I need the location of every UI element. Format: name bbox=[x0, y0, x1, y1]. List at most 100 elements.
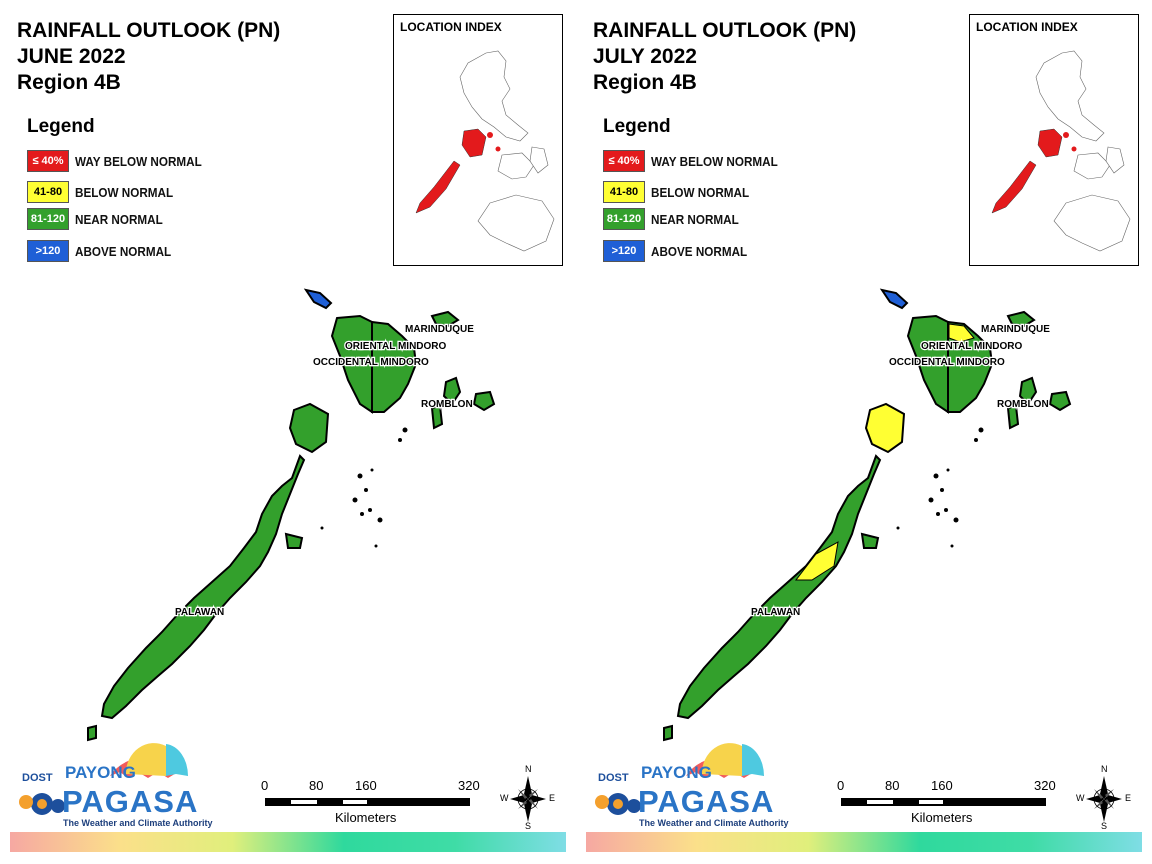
payong-pagasa-logo: DOST PAYONG PAGASA The Weather and Clima… bbox=[592, 740, 789, 832]
footer-gradient-bar bbox=[10, 832, 566, 852]
luzon-outline bbox=[459, 50, 529, 142]
dost-text: DOST bbox=[598, 772, 629, 784]
scale-tick-0: 0 bbox=[261, 778, 269, 793]
legend-label-below: BELOW NORMAL bbox=[75, 185, 174, 200]
palawan-highlight bbox=[415, 160, 461, 214]
romblon-island-2 bbox=[1048, 390, 1072, 412]
location-index-title: LOCATION INDEX bbox=[400, 20, 502, 34]
scale-bar: 0 80 160 320 Kilometers bbox=[261, 778, 490, 828]
region-4b-map: MARINDUQUE ORIENTAL MINDORO OCCIDENTAL M… bbox=[663, 288, 1072, 742]
compass-w: W bbox=[500, 793, 509, 803]
legend-swatch-way-below: ≤ 40% bbox=[603, 150, 645, 172]
cuyo-islets bbox=[896, 427, 984, 548]
label-romblon: ROMBLON bbox=[421, 399, 473, 410]
oriental-mindoro-shape bbox=[947, 320, 994, 413]
payong-text: PAYONG bbox=[641, 763, 712, 782]
scale-unit: Kilometers bbox=[911, 810, 973, 825]
logo-tagline: The Weather and Climate Authority bbox=[63, 818, 213, 828]
compass-e: E bbox=[549, 793, 556, 803]
legend-swatch-above: >120 bbox=[27, 240, 69, 262]
label-marinduque: MARINDUQUE bbox=[405, 324, 474, 335]
compass-w: W bbox=[1076, 793, 1085, 803]
scale-tick-160: 160 bbox=[355, 778, 377, 793]
title-line-3: Region 4B bbox=[17, 71, 121, 94]
mindanao-outline bbox=[1053, 194, 1131, 252]
marinduque-shape bbox=[1006, 310, 1036, 328]
scale-tick-320: 320 bbox=[458, 778, 480, 793]
lubang-island bbox=[303, 288, 333, 310]
romblon-island-3 bbox=[1006, 404, 1020, 430]
map-title: RAINFALL OUTLOOK (PN) JUNE 2022 Region 4… bbox=[17, 18, 280, 96]
marinduque-highlight bbox=[487, 132, 493, 138]
legend-label-way-below: WAY BELOW NORMAL bbox=[75, 154, 202, 169]
visayas-outline bbox=[497, 152, 535, 180]
marinduque-shape bbox=[430, 310, 460, 328]
map-title: RAINFALL OUTLOOK (PN) JULY 2022 Region 4… bbox=[593, 18, 856, 96]
label-occidental-mindoro: OCCIDENTAL MINDORO bbox=[889, 357, 1005, 368]
compass-e: E bbox=[1125, 793, 1132, 803]
outlook-panel-june: RAINFALL OUTLOOK (PN) JUNE 2022 Region 4… bbox=[10, 14, 566, 852]
title-line-2: JULY 2022 bbox=[593, 45, 697, 68]
legend-label-way-below: WAY BELOW NORMAL bbox=[651, 154, 778, 169]
mindanao-outline bbox=[477, 194, 555, 252]
calamian-islands bbox=[864, 402, 906, 454]
luzon-outline bbox=[1035, 50, 1105, 142]
legend-swatch-below: 41-80 bbox=[603, 181, 645, 203]
label-occidental-mindoro: OCCIDENTAL MINDORO bbox=[313, 357, 429, 368]
footer-gradient-bar bbox=[586, 832, 1142, 852]
marinduque-highlight bbox=[1063, 132, 1069, 138]
scale-tick-160: 160 bbox=[931, 778, 953, 793]
location-index-inset: LOCATION INDEX bbox=[393, 14, 563, 266]
calamian-islands bbox=[288, 402, 330, 454]
payong-pagasa-logo: DOST PAYONG PAGASA The Weather and Clima… bbox=[16, 740, 213, 832]
legend-label-near: NEAR NORMAL bbox=[75, 212, 163, 227]
visayas-outline bbox=[1073, 152, 1111, 180]
palawan-main-island bbox=[676, 454, 882, 720]
legend-label-above: ABOVE NORMAL bbox=[75, 244, 172, 259]
oriental-mindoro-north-part bbox=[948, 323, 975, 343]
payong-text: PAYONG bbox=[65, 763, 136, 782]
legend-label-below: BELOW NORMAL bbox=[651, 185, 750, 200]
north-arrow-compass: N S W E bbox=[1076, 764, 1132, 832]
mindoro-highlight bbox=[461, 128, 487, 158]
balabac-island bbox=[87, 724, 97, 742]
logo-tagline: The Weather and Climate Authority bbox=[639, 818, 789, 828]
pagasa-text: PAGASA bbox=[62, 784, 199, 819]
mindoro-highlight bbox=[1037, 128, 1063, 158]
lubang-island bbox=[879, 288, 909, 310]
location-index-title: LOCATION INDEX bbox=[976, 20, 1078, 34]
legend-swatch-way-below: ≤ 40% bbox=[27, 150, 69, 172]
legend-swatch-near: 81-120 bbox=[603, 208, 645, 230]
scale-tick-80: 80 bbox=[885, 778, 900, 793]
compass-rose-icon bbox=[510, 776, 546, 822]
romblon-highlight bbox=[1071, 146, 1077, 152]
label-palawan: PALAWAN bbox=[175, 607, 224, 618]
scale-tick-0: 0 bbox=[837, 778, 845, 793]
scale-tick-80: 80 bbox=[309, 778, 324, 793]
legend-label-near: NEAR NORMAL bbox=[651, 212, 739, 227]
outlook-panel-july: RAINFALL OUTLOOK (PN) JULY 2022 Region 4… bbox=[576, 0, 1152, 864]
title-line-2: JUNE 2022 bbox=[17, 45, 126, 68]
scale-bar-graphic bbox=[265, 798, 470, 806]
balabac-island bbox=[663, 724, 673, 742]
label-oriental-mindoro: ORIENTAL MINDORO bbox=[921, 341, 1023, 352]
philippines-locator-map bbox=[991, 50, 1131, 252]
scale-unit: Kilometers bbox=[335, 810, 397, 825]
romblon-highlight bbox=[495, 146, 501, 152]
romblon-island-1 bbox=[442, 376, 462, 406]
palawan-central-part bbox=[794, 541, 839, 581]
cuyo-islets bbox=[320, 427, 408, 548]
compass-s: S bbox=[525, 821, 532, 831]
title-line-3: Region 4B bbox=[593, 71, 697, 94]
legend-title: Legend bbox=[603, 116, 671, 137]
dumaran-island bbox=[284, 532, 304, 549]
legend-swatch-above: >120 bbox=[603, 240, 645, 262]
samar-outline bbox=[1105, 146, 1125, 174]
label-marinduque: MARINDUQUE bbox=[981, 324, 1050, 335]
label-romblon: ROMBLON bbox=[997, 399, 1049, 410]
north-arrow-compass: N S W E bbox=[500, 764, 556, 832]
compass-s: S bbox=[1101, 821, 1108, 831]
occidental-mindoro-shape bbox=[330, 314, 373, 414]
palawan-highlight bbox=[991, 160, 1037, 214]
title-line-1: RAINFALL OUTLOOK (PN) bbox=[17, 19, 281, 42]
